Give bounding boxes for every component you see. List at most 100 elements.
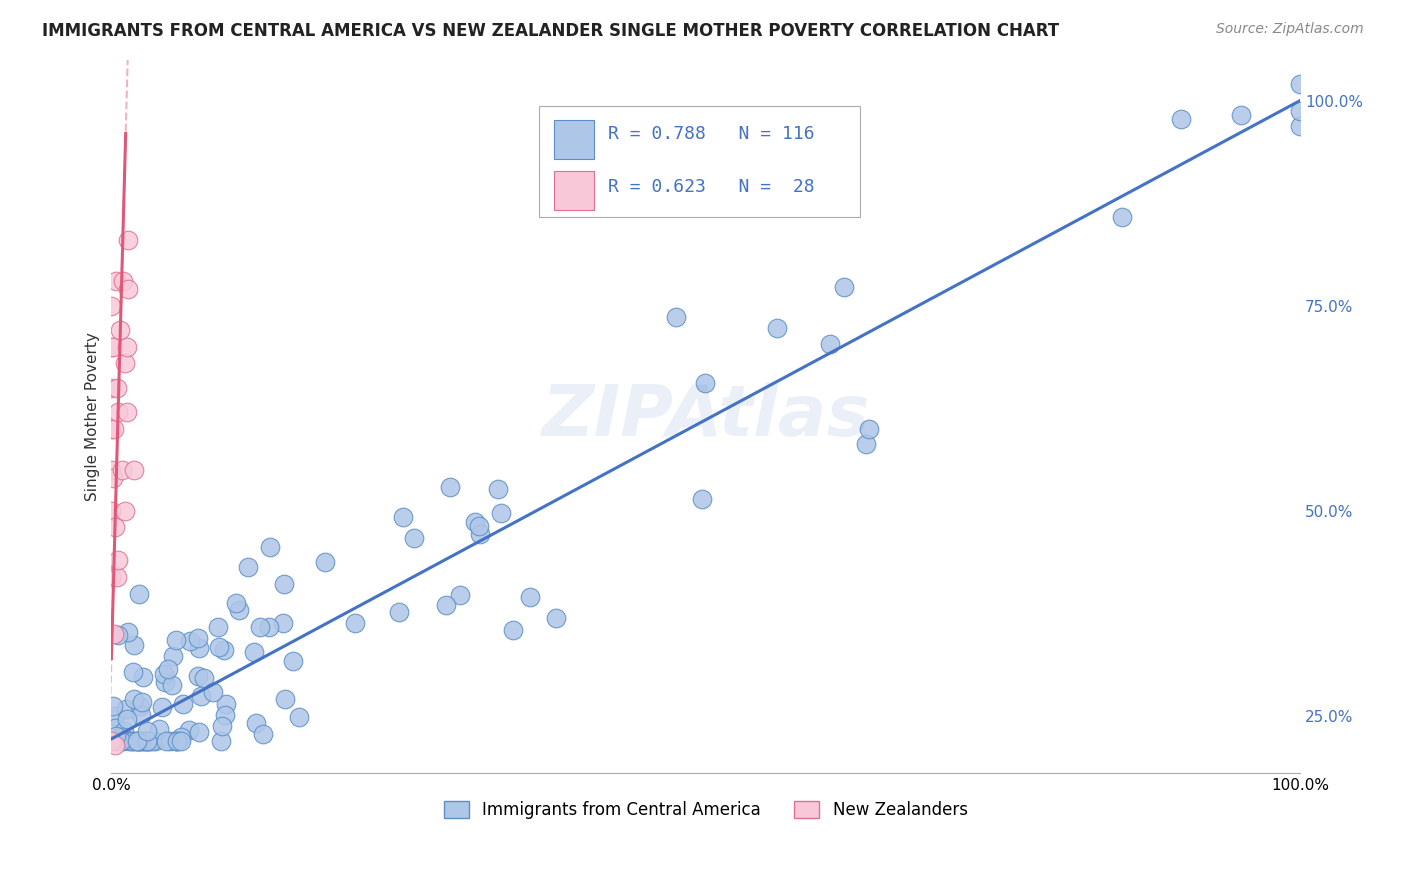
Point bbox=[111, 733, 134, 747]
Point bbox=[245, 715, 267, 730]
Point bbox=[212, 643, 235, 657]
Point bbox=[100, 422, 122, 436]
Point bbox=[135, 724, 157, 739]
Point bbox=[150, 699, 173, 714]
Point bbox=[288, 709, 311, 723]
Point bbox=[104, 708, 127, 723]
Point bbox=[388, 605, 411, 619]
Point bbox=[155, 733, 177, 747]
Point bbox=[170, 730, 193, 744]
Point bbox=[105, 569, 128, 583]
Point bbox=[439, 480, 461, 494]
Point bbox=[104, 738, 127, 752]
Point bbox=[125, 733, 148, 747]
Point bbox=[107, 628, 129, 642]
Point bbox=[193, 671, 215, 685]
Point bbox=[695, 376, 717, 391]
Point bbox=[252, 726, 274, 740]
Point bbox=[117, 624, 139, 639]
Point bbox=[112, 274, 135, 288]
Point bbox=[271, 616, 294, 631]
Point bbox=[215, 697, 238, 711]
Point bbox=[104, 733, 127, 747]
Point bbox=[855, 436, 877, 450]
FancyBboxPatch shape bbox=[540, 106, 860, 217]
Point bbox=[105, 274, 128, 288]
Point bbox=[112, 724, 135, 739]
Point bbox=[188, 641, 211, 656]
Point bbox=[166, 733, 188, 747]
Point bbox=[486, 483, 509, 497]
Point bbox=[141, 733, 163, 747]
Point bbox=[122, 733, 145, 747]
Point bbox=[111, 731, 134, 745]
Point bbox=[225, 595, 247, 609]
Point bbox=[115, 712, 138, 726]
Point bbox=[208, 640, 231, 655]
Point bbox=[257, 620, 280, 634]
Point bbox=[117, 340, 139, 354]
Point bbox=[207, 620, 229, 634]
Point bbox=[464, 515, 486, 529]
Point bbox=[690, 491, 713, 506]
Point bbox=[1289, 103, 1312, 118]
Point bbox=[166, 733, 188, 747]
Point bbox=[165, 633, 187, 648]
Point bbox=[136, 733, 159, 747]
Point bbox=[103, 340, 125, 354]
Point bbox=[117, 282, 139, 296]
Point bbox=[211, 719, 233, 733]
Point bbox=[131, 695, 153, 709]
Point bbox=[177, 723, 200, 737]
Point bbox=[143, 733, 166, 747]
Point bbox=[134, 733, 156, 747]
Bar bbox=[554, 170, 593, 210]
Point bbox=[214, 708, 236, 723]
Point bbox=[122, 463, 145, 477]
Point bbox=[502, 623, 524, 637]
Point bbox=[115, 701, 138, 715]
Point bbox=[129, 733, 152, 747]
Point bbox=[238, 560, 260, 574]
Point bbox=[344, 615, 367, 630]
Point bbox=[766, 320, 789, 334]
Point bbox=[1289, 77, 1312, 91]
Point bbox=[103, 627, 125, 641]
Point bbox=[188, 724, 211, 739]
Point bbox=[391, 510, 413, 524]
Point bbox=[209, 733, 232, 747]
Point bbox=[110, 323, 132, 337]
Point bbox=[172, 697, 194, 711]
Point bbox=[468, 527, 491, 541]
Point bbox=[127, 733, 149, 747]
Point bbox=[1229, 108, 1251, 122]
Point bbox=[165, 733, 187, 747]
Point bbox=[111, 463, 134, 477]
Point bbox=[122, 692, 145, 706]
Text: R = 0.788   N = 116: R = 0.788 N = 116 bbox=[609, 125, 815, 143]
Text: IMMIGRANTS FROM CENTRAL AMERICA VS NEW ZEALANDER SINGLE MOTHER POVERTY CORRELATI: IMMIGRANTS FROM CENTRAL AMERICA VS NEW Z… bbox=[42, 22, 1059, 40]
Point bbox=[135, 733, 157, 747]
Point bbox=[132, 670, 155, 684]
Point bbox=[449, 588, 471, 602]
Point bbox=[1111, 210, 1133, 224]
Point bbox=[169, 733, 191, 747]
Point bbox=[519, 590, 541, 604]
Point bbox=[228, 603, 250, 617]
Point bbox=[402, 531, 425, 545]
Point bbox=[100, 733, 122, 747]
Point bbox=[103, 520, 125, 534]
Point bbox=[107, 553, 129, 567]
Point bbox=[832, 280, 855, 294]
Point bbox=[160, 678, 183, 692]
Point bbox=[127, 733, 149, 747]
Point bbox=[100, 463, 122, 477]
Point bbox=[100, 381, 122, 395]
Point bbox=[187, 669, 209, 683]
Point bbox=[100, 569, 122, 583]
Point bbox=[153, 667, 176, 681]
Point bbox=[100, 504, 122, 518]
Point bbox=[274, 692, 297, 706]
Point bbox=[162, 649, 184, 664]
Point bbox=[157, 661, 180, 675]
